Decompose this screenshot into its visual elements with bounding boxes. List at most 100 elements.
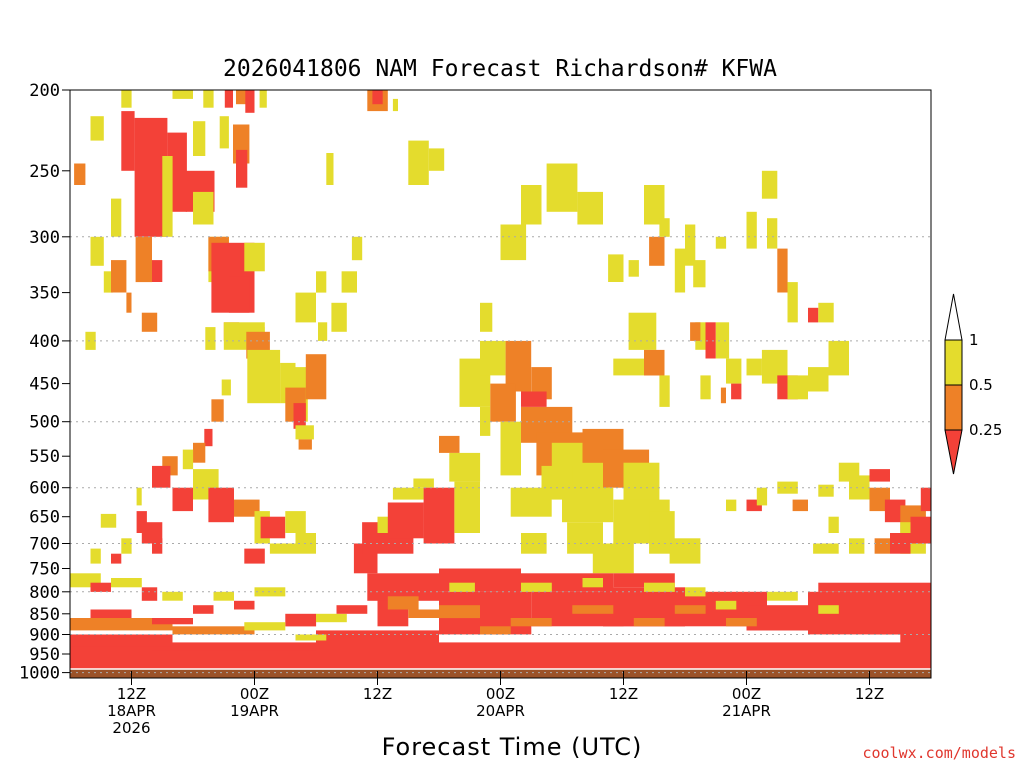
heatmap-cell — [480, 626, 511, 635]
heatmap-cell — [510, 487, 552, 517]
heatmap-cell — [562, 487, 614, 523]
heatmap-cell — [890, 533, 911, 554]
heatmap-cell — [85, 331, 96, 350]
heatmap-cell — [628, 260, 639, 277]
heatmap-cell — [644, 582, 675, 592]
heatmap-cell — [247, 349, 281, 404]
heatmap-cell — [392, 98, 398, 112]
colorbar-bottom-arrow — [944, 429, 963, 475]
x-tick-label: 12Z — [609, 685, 638, 703]
heatmap-cell — [193, 605, 214, 614]
x-tick-label: 21APR — [722, 702, 771, 720]
heatmap-cell — [767, 591, 798, 601]
heatmap-cell — [244, 548, 265, 564]
heatmap-cell — [392, 487, 424, 500]
credit-link[interactable]: coolwx.com/models — [862, 744, 1016, 762]
heatmap-cell — [510, 618, 552, 627]
heatmap-cell — [659, 218, 670, 237]
x-tick-label: 18APR — [107, 702, 156, 720]
y-tick-label: 400 — [29, 332, 60, 352]
heatmap-cell — [828, 340, 849, 376]
heatmap-cell — [408, 140, 429, 185]
heatmap-cell — [285, 511, 306, 533]
heatmap-cell — [659, 375, 670, 407]
heatmap-cell — [244, 622, 286, 631]
heatmap-cell — [777, 248, 788, 293]
heatmap-cell — [413, 478, 434, 488]
heatmap-cell — [505, 340, 532, 392]
heatmap-cell — [236, 90, 248, 105]
heatmap-cell — [720, 387, 726, 404]
heatmap-cell — [818, 605, 839, 614]
heatmap-cell — [326, 153, 334, 185]
heatmap-cell — [387, 596, 419, 610]
heatmap-cell — [818, 582, 870, 592]
heatmap-cell — [449, 452, 481, 482]
heatmap-cell — [387, 502, 424, 539]
chart-title: 2026041806 NAM Forecast Richardson# KFWA — [223, 56, 777, 82]
heatmap-cell — [234, 600, 255, 610]
heatmap-cell — [111, 553, 122, 564]
heatmap-cell — [152, 538, 163, 554]
heatmap-cell — [70, 634, 173, 647]
colorbar-label: 0.5 — [969, 376, 993, 394]
heatmap-cell — [228, 276, 250, 313]
y-tick-label: 700 — [29, 535, 60, 555]
heatmap-cell — [531, 367, 552, 400]
heatmap-cell — [884, 499, 906, 523]
heatmap-cell — [521, 582, 552, 592]
heatmap-cell — [141, 312, 158, 332]
heatmap-cell — [316, 613, 347, 623]
heatmap-cell — [756, 487, 768, 506]
heatmap-cell — [500, 224, 527, 261]
heatmap-cell — [203, 90, 214, 108]
heatmap-cell — [204, 428, 213, 447]
heatmap-cell — [141, 522, 163, 544]
heatmap-cell — [141, 587, 158, 601]
heatmap-cell — [428, 148, 445, 171]
heatmap-cell — [582, 578, 603, 588]
colorbar-label: 0.25 — [969, 421, 1002, 439]
heatmap-cell — [90, 582, 111, 592]
heatmap-cell — [572, 605, 614, 614]
heatmap-cell — [90, 548, 101, 564]
x-tick-label: 12Z — [855, 685, 884, 703]
heatmap-cell — [808, 367, 829, 392]
y-tick-label: 750 — [29, 560, 60, 580]
heatmap-cell — [211, 399, 224, 422]
heatmap-cell — [208, 487, 234, 523]
heatmap-cell — [408, 609, 440, 618]
heatmap-cell — [224, 90, 233, 108]
y-tick-label: 450 — [29, 375, 60, 395]
x-tick-label: 12Z — [363, 685, 392, 703]
heatmap-cell — [260, 516, 286, 539]
y-tick-label: 950 — [29, 645, 60, 665]
y-tick-label: 550 — [29, 447, 60, 467]
heatmap-cell — [152, 650, 316, 662]
heatmap-cell — [767, 218, 778, 249]
heatmap-cell — [136, 487, 142, 506]
heatmap-cell — [90, 116, 104, 141]
heatmap-cells — [70, 90, 932, 669]
y-tick-label: 850 — [29, 605, 60, 625]
heatmap-cell — [245, 90, 255, 113]
heatmap-cell — [644, 185, 665, 225]
heatmap-cell — [316, 271, 327, 293]
heatmap-cell — [213, 591, 234, 601]
heatmap-cell — [690, 322, 701, 341]
heatmap-cell — [849, 538, 865, 554]
heatmap-cell — [869, 582, 931, 635]
heatmap-cell — [259, 90, 267, 108]
heatmap-cell — [351, 236, 363, 261]
heatmap-cell — [74, 163, 86, 185]
heatmap-cell — [628, 312, 657, 350]
heatmap-cell — [439, 435, 460, 453]
heatmap-cell — [695, 322, 706, 350]
heatmap-cell — [221, 379, 231, 396]
heatmap-cell — [613, 358, 645, 376]
heatmap-cell — [746, 605, 808, 631]
heatmap-cell — [152, 260, 163, 282]
heatmap-cell — [874, 538, 890, 554]
